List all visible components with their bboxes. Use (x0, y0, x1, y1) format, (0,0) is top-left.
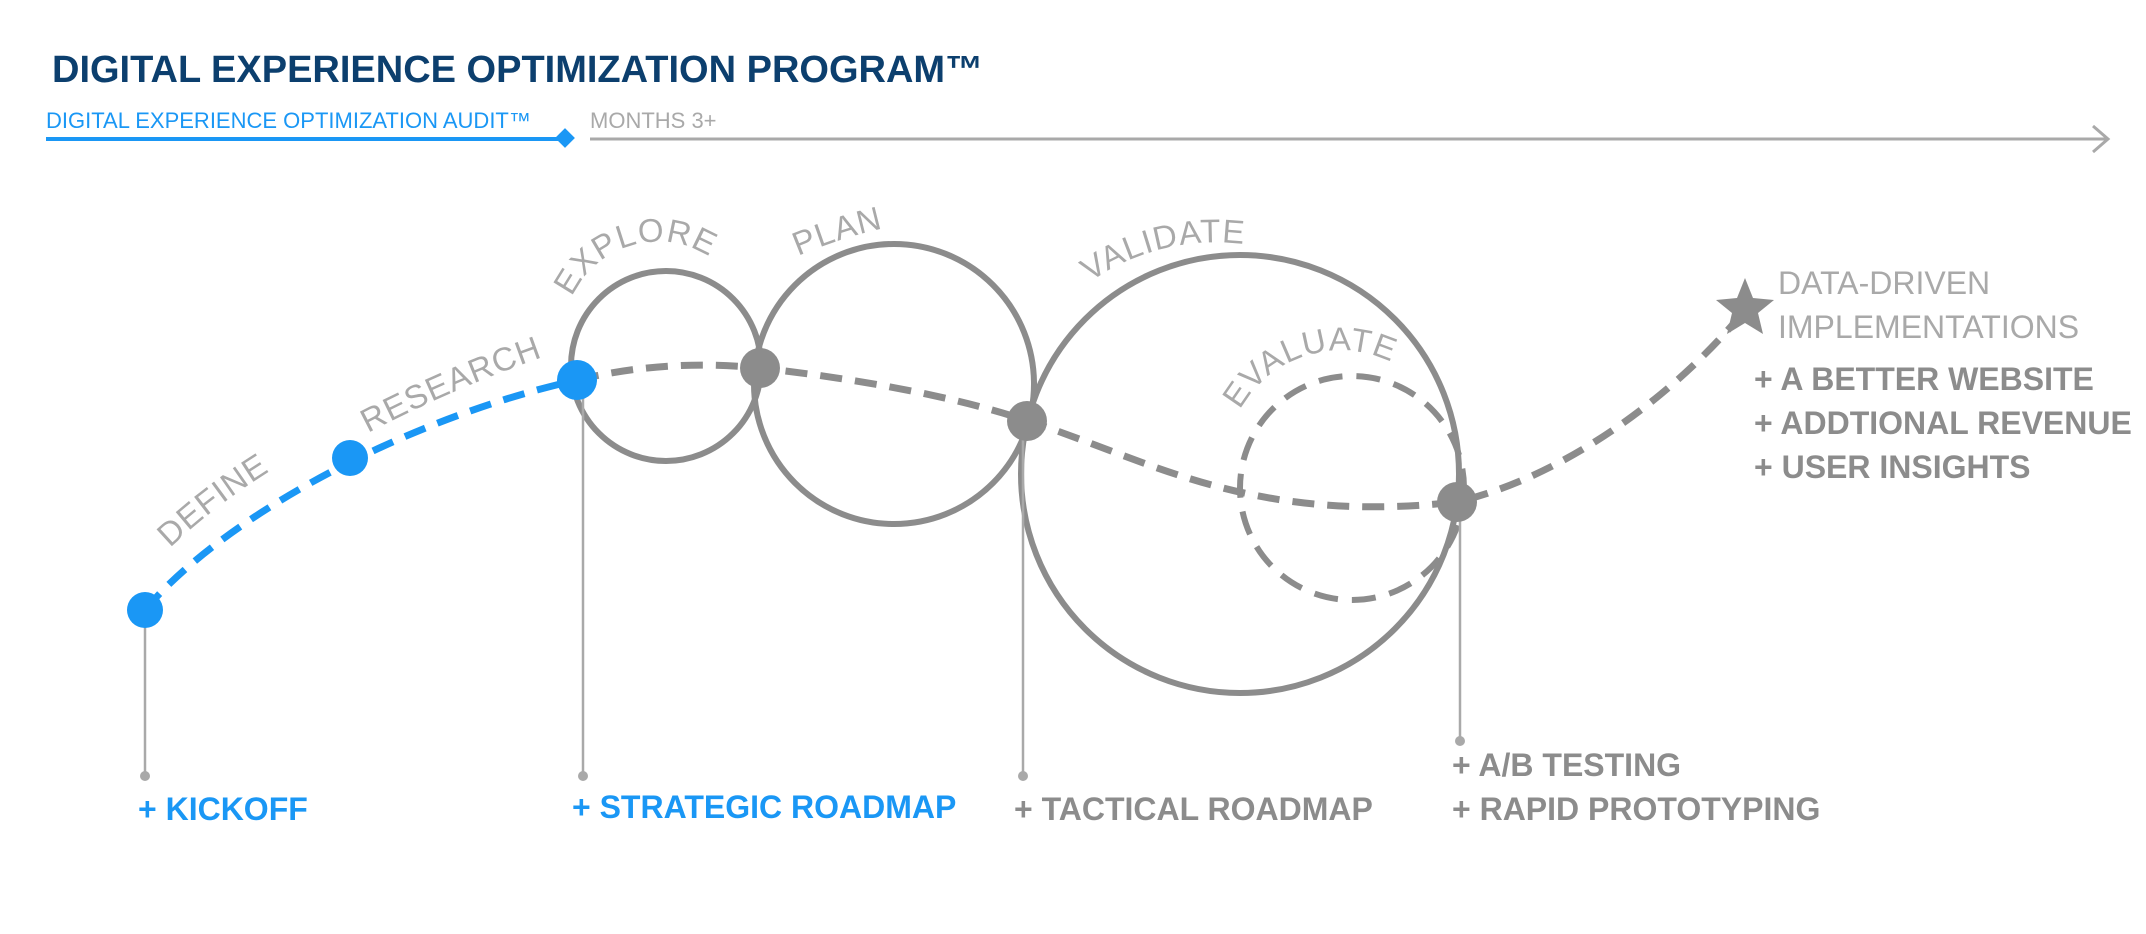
strategic-endpoint (578, 771, 588, 781)
evaluate-circle (1237, 373, 1467, 603)
milestone-nodes (127, 348, 1477, 628)
plan-node (740, 348, 780, 388)
arrow-right-icon (2092, 124, 2111, 154)
tactical-endpoint (1018, 771, 1028, 781)
phase-research-label: RESEARCH (354, 329, 546, 440)
deliverable-tactical-roadmap: + TACTICAL ROADMAP (1014, 791, 1373, 827)
validate-circle (1018, 252, 1462, 696)
timeline: DIGITAL EXPERIENCE OPTIMIZATION AUDIT™ M… (46, 108, 2111, 154)
phase-evaluate-label: EVALUATE (1215, 320, 1403, 413)
connector-lines (143, 382, 1462, 775)
deliverable-strategic-roadmap: + STRATEGIC ROADMAP (572, 789, 956, 825)
research-node (332, 440, 368, 476)
kickoff-endpoint (140, 771, 150, 781)
result-item: + A BETTER WEBSITE (1754, 361, 2094, 397)
deliverables: + KICKOFF + STRATEGIC ROADMAP + TACTICAL… (138, 747, 1820, 827)
program-path (576, 307, 1748, 511)
results-heading-line2: IMPLEMENTATIONS (1778, 309, 2079, 345)
kickoff-node (127, 592, 163, 628)
program-title: DIGITAL EXPERIENCE OPTIMIZATION PROGRAM™ (52, 49, 983, 91)
result-item: + ADDTIONAL REVENUE (1754, 405, 2132, 441)
audit-label: DIGITAL EXPERIENCE OPTIMIZATION AUDIT™ (46, 108, 531, 133)
phase-validate-label: VALIDATE (1074, 212, 1247, 288)
deliverable-rapid-prototyping: + RAPID PROTOTYPING (1452, 791, 1820, 827)
result-item: + USER INSIGHTS (1754, 449, 2031, 485)
star-icon (1716, 278, 1774, 334)
plan-circle (751, 241, 1037, 527)
phase-explore-label: EXPLORE (546, 211, 724, 300)
phase-plan-label: PLAN (787, 199, 886, 262)
testing-node (1437, 482, 1477, 522)
tactical-node (1007, 401, 1047, 441)
months-label: MONTHS 3+ (590, 108, 717, 133)
phase-define-label: DEFINE (150, 446, 275, 554)
deliverable-kickoff: + KICKOFF (138, 791, 308, 827)
deliverable-ab-testing: + A/B TESTING (1452, 747, 1681, 783)
connector-dots (140, 736, 1465, 781)
strategic-node (557, 360, 597, 400)
phase-circles (568, 241, 1467, 696)
diamond-marker-icon (555, 128, 575, 148)
results: DATA-DRIVEN IMPLEMENTATIONS + A BETTER W… (1754, 265, 2132, 485)
results-heading-line1: DATA-DRIVEN (1778, 265, 1990, 301)
testing-endpoint (1455, 736, 1465, 746)
audit-path (142, 376, 578, 613)
